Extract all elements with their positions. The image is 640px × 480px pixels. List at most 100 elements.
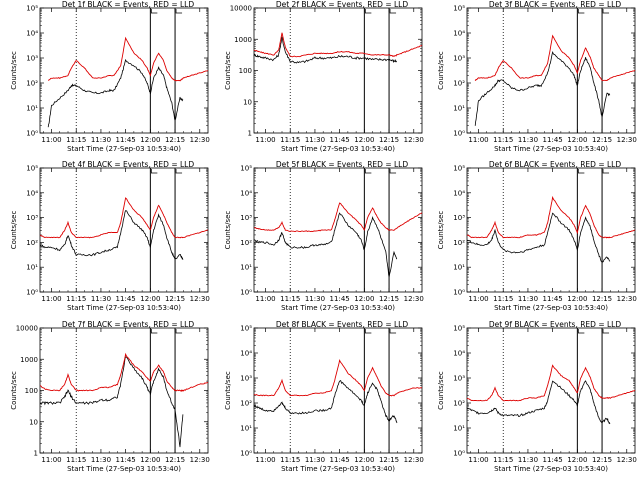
y-tick-label: 10³ (26, 214, 38, 222)
x-tick-label: 12:00 (140, 136, 160, 144)
y-tick-label: 10⁰ (453, 289, 465, 297)
y-tick-label: 10⁵ (26, 165, 38, 173)
y-tick-label: 10¹ (240, 425, 252, 433)
y-tick-label: 10⁵ (26, 5, 38, 13)
y-axis-label: Counts/sec (10, 211, 18, 250)
y-axis-label: Counts/sec (224, 371, 232, 410)
series-events-line (39, 210, 184, 260)
series-lld-line (39, 197, 208, 239)
x-axis-label: Start Time (27-Sep-03 10:53:40) (67, 304, 181, 312)
series-events-line (466, 212, 611, 264)
x-tick-label: 11:45 (116, 456, 136, 464)
series-lld-line (253, 358, 423, 397)
y-tick-label: 10⁰ (240, 450, 252, 458)
y-tick-label: 10⁵ (453, 5, 465, 13)
x-tick-label: 12:15 (592, 295, 612, 303)
series-lld-line (474, 34, 636, 82)
plot-frame (39, 7, 209, 134)
y-tick-label: 10¹ (26, 105, 38, 113)
x-tick-label: 12:30 (190, 295, 210, 303)
x-tick-label: 12:15 (379, 136, 399, 144)
series-lld-line (253, 202, 423, 233)
panel-det-1: Det 1f BLACK = Events, RED = LLD 10⁰ 10¹ 10… (10, 0, 210, 153)
y-tick-label: 10⁵ (453, 165, 465, 173)
plot-frame (466, 7, 636, 134)
x-tick-label: 11:00 (255, 295, 275, 303)
y-tick-label: 10³ (453, 375, 465, 383)
x-tick-label: 11:00 (255, 136, 275, 144)
y-tick-label: 10⁴ (453, 30, 465, 38)
x-tick-label: 11:30 (91, 295, 111, 303)
y-tick-label: 10⁰ (26, 130, 38, 138)
x-tick-label: 12:00 (354, 136, 374, 144)
x-tick-label: 11:00 (468, 136, 488, 144)
x-tick-label: 11:00 (41, 295, 61, 303)
y-tick-label: 10⁴ (240, 189, 252, 197)
y-tick-label: 10⁵ (240, 325, 252, 333)
x-tick-label: 12:00 (140, 295, 160, 303)
y-axis-label: Counts/sec (437, 211, 445, 250)
x-axis-label: Start Time (27-Sep-03 10:53:40) (67, 465, 181, 473)
interval-flag (389, 329, 397, 334)
y-tick-label: 10³ (240, 214, 252, 222)
y-axis-label: Counts/sec (224, 51, 232, 90)
x-tick-label: 11:45 (330, 456, 350, 464)
y-tick-label: 10⁴ (26, 30, 38, 38)
panel-det-6: Det 6f BLACK = Events, RED = LLD 10⁰ 10¹ 10… (437, 160, 637, 312)
panel-det-3: Det 3f BLACK = Events, RED = LLD 10⁰ 10¹ 10… (437, 0, 637, 153)
interval-flag (578, 329, 585, 334)
y-tick-label: 10⁵ (240, 165, 252, 173)
y-tick-label: 1 (248, 130, 252, 138)
plot-frame (253, 167, 423, 293)
y-axis-label: Counts/sec (10, 371, 18, 410)
x-tick-label: 12:00 (567, 136, 587, 144)
x-axis-label: Start Time (27-Sep-03 10:53:40) (281, 465, 395, 473)
chart-title: Det 7f BLACK = Events, RED = LLD (62, 320, 195, 329)
x-tick-label: 12:30 (404, 456, 424, 464)
x-tick-label: 12:30 (617, 136, 637, 144)
plot-frame (253, 327, 423, 454)
series-lld-line (39, 352, 209, 392)
panel-det-9: Det 9f BLACK = Events, RED = LLD 10⁰ 10¹ 10… (437, 320, 637, 473)
series-lld-line (466, 195, 636, 239)
y-tick-label: 1 (34, 450, 38, 458)
x-tick-label: 12:30 (404, 295, 424, 303)
panel-det-4: Det 4f BLACK = Events, RED = LLD 10⁰ 10¹ 10… (10, 160, 210, 312)
series-events-line (474, 51, 611, 126)
y-tick-label: 10000 (16, 325, 38, 333)
x-tick-label: 11:45 (116, 136, 136, 144)
y-tick-label: 10⁰ (240, 289, 252, 297)
series-events-line (466, 380, 611, 425)
x-tick-label: 11:30 (91, 456, 111, 464)
x-tick-label: 12:15 (379, 456, 399, 464)
interval-flag (602, 169, 610, 174)
y-axis-label: Counts/sec (437, 371, 445, 410)
y-tick-label: 10⁵ (453, 325, 465, 333)
y-axis-label: Counts/sec (10, 51, 18, 90)
x-tick-label: 11:30 (518, 456, 538, 464)
panel-det-5: Det 5f BLACK = Events, RED = LLD 10⁰ 10¹ 10… (224, 160, 424, 312)
x-tick-label: 11:45 (543, 136, 563, 144)
x-axis-label: Start Time (27-Sep-03 10:53:40) (281, 304, 395, 312)
panel-det-2: Det 2f BLACK = Events, RED = LLD 1 10 100 10… (224, 0, 424, 153)
y-axis-label: Counts/sec (437, 51, 445, 90)
x-axis-label: Start Time (27-Sep-03 10:53:40) (494, 465, 608, 473)
chart-title: Det 8f BLACK = Events, RED = LLD (276, 320, 409, 329)
x-tick-label: 11:30 (518, 136, 538, 144)
y-tick-label: 1000 (234, 36, 252, 44)
x-tick-label: 12:15 (165, 295, 185, 303)
interval-flag (175, 169, 183, 174)
interval-flag (175, 329, 183, 334)
x-tick-label: 11:30 (518, 295, 538, 303)
x-tick-label: 11:45 (543, 456, 563, 464)
y-tick-label: 10 (29, 418, 38, 426)
y-tick-label: 100 (25, 387, 38, 395)
y-tick-label: 10⁰ (453, 130, 465, 138)
x-tick-label: 11:15 (280, 456, 300, 464)
x-tick-label: 12:30 (190, 136, 210, 144)
x-tick-label: 11:45 (116, 295, 136, 303)
x-tick-label: 12:30 (617, 295, 637, 303)
interval-flag (602, 9, 610, 14)
x-tick-label: 12:15 (165, 136, 185, 144)
y-tick-label: 10² (240, 239, 252, 247)
